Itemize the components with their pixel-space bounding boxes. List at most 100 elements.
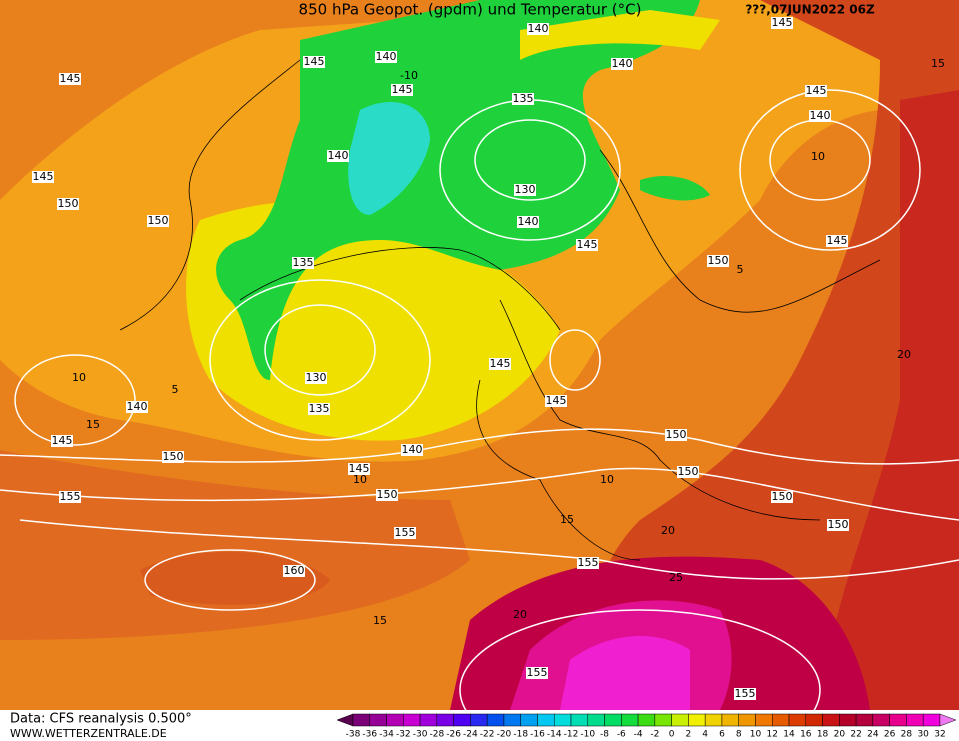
- colorbar-tick-label: 24: [867, 730, 879, 740]
- geopotential-label: 150: [666, 428, 687, 441]
- geopotential-label: 140: [612, 57, 633, 70]
- colorbar-swatch: [922, 713, 941, 727]
- colorbar-tick-label: -38: [346, 730, 361, 740]
- colorbar-tick-label: 16: [800, 730, 812, 740]
- colorbar-swatch: [788, 713, 807, 727]
- label-box: [59, 491, 81, 503]
- colorbar-swatch: [839, 713, 857, 727]
- colorbar-swatch: [486, 713, 505, 727]
- colorbar-tick-label: 14: [783, 730, 795, 740]
- data-source: Data: CFS reanalysis 0.500°: [10, 712, 192, 727]
- coastlines: [119, 59, 881, 561]
- colorbar-swatch: [755, 713, 773, 727]
- label-box: [576, 239, 598, 251]
- geopotential-label: 140: [402, 443, 423, 456]
- colorbar-swatch: [671, 713, 689, 727]
- colorbar-tick-label: 8: [736, 730, 742, 740]
- label-box: [771, 17, 793, 29]
- geopotential-label: 145: [304, 55, 325, 68]
- colorbar-swatch: [369, 713, 387, 727]
- temperature-label: 20: [661, 524, 675, 537]
- colorbar-tick-label: 22: [850, 730, 861, 740]
- colorbar-tick-label: 2: [686, 730, 692, 740]
- colorbar-tick-label: 20: [834, 730, 846, 740]
- geopotential-label: 145: [52, 434, 73, 447]
- label-box: [517, 216, 539, 228]
- map-date: ???,07JUN2022 06Z: [745, 3, 875, 17]
- geopotential-label: 135: [513, 92, 534, 105]
- colorbar-swatch: [621, 713, 639, 727]
- geopotential-label: 130: [306, 371, 327, 384]
- label-box: [677, 466, 699, 478]
- label-box: [401, 444, 423, 456]
- colorbar-tick-label: -16: [530, 730, 545, 740]
- label-box: [126, 401, 148, 413]
- label-box: [809, 110, 831, 122]
- colorbar-swatch: [587, 713, 605, 727]
- label-box: [305, 372, 327, 384]
- colorbar-tick-label: -34: [379, 730, 394, 740]
- colorbar-tick-label: 28: [901, 730, 913, 740]
- temperature-label: -10: [400, 69, 418, 82]
- geopotential-label: 150: [148, 214, 169, 227]
- geopotential-label: 150: [678, 465, 699, 478]
- label-box: [805, 85, 827, 97]
- contour-labels: 145 145 150 150 145 140 140 145 140 145 135 140 130 1…: [32, 16, 945, 700]
- colorbar-tick-label: 12: [767, 730, 778, 740]
- geopotential-label: 140: [528, 22, 549, 35]
- colorbar-tick-label: 26: [884, 730, 896, 740]
- geopotential-label: 130: [515, 183, 536, 196]
- colorbar-tick-label: -10: [580, 730, 595, 740]
- colorbar-swatch: [889, 713, 907, 727]
- label-box: [59, 73, 81, 85]
- geopotential-label: 150: [58, 197, 79, 210]
- colorbar-arrow: [939, 713, 957, 727]
- label-box: [611, 58, 633, 70]
- colorbar-tick-label: -36: [362, 730, 377, 740]
- colorbar-tick-label: -32: [396, 730, 411, 740]
- colorbar-swatch: [704, 713, 723, 727]
- colorbar-swatch: [403, 713, 421, 727]
- colorbar-swatch: [520, 713, 538, 727]
- colorbar-swatch: [654, 713, 672, 727]
- colorbar-swatch: [906, 713, 924, 727]
- label-box: [162, 451, 184, 463]
- geopotential-label: 140: [518, 215, 539, 228]
- label-box: [771, 491, 793, 503]
- geopotential-label: 145: [827, 234, 848, 247]
- label-box: [283, 565, 305, 577]
- colorbar-swatch: [604, 713, 622, 727]
- label-box: [707, 255, 729, 267]
- geopotential-label: 155: [60, 490, 81, 503]
- colorbar-swatch: [419, 713, 438, 727]
- label-box: [512, 93, 534, 105]
- colorbar-tick-label: 10: [750, 730, 762, 740]
- label-box: [526, 667, 548, 679]
- label-box: [577, 557, 599, 569]
- geopotential-label: 155: [395, 526, 416, 539]
- colorbar-swatch: [772, 713, 790, 727]
- geopotential-label: 145: [806, 84, 827, 97]
- label-box: [51, 435, 73, 447]
- colorbar-tick-label: -12: [564, 730, 579, 740]
- label-box: [734, 688, 756, 700]
- colorbar-tick-label: -2: [650, 730, 659, 740]
- label-box: [514, 184, 536, 196]
- colorbar-tick-label: -14: [547, 730, 562, 740]
- map-title: 850 hPa Geopot. (gpdm) und Temperatur (°…: [299, 1, 642, 19]
- colorbar-swatch: [386, 713, 404, 727]
- label-box: [147, 215, 169, 227]
- colorbar-swatch: [738, 713, 756, 727]
- geopotential-label: 140: [810, 109, 831, 122]
- geopotential-label: 155: [735, 687, 756, 700]
- colorbar-swatch: [570, 713, 589, 727]
- geopotential-label: 145: [60, 72, 81, 85]
- label-box: [545, 395, 567, 407]
- colorbar-tick-label: -6: [617, 730, 626, 740]
- colorbar-swatch: [637, 713, 656, 727]
- colorbar-tick-label: -24: [463, 730, 478, 740]
- label-box: [527, 23, 549, 35]
- geopotential-label: 140: [328, 149, 349, 162]
- colorbar-tick-label: 4: [702, 730, 708, 740]
- colorbar-swatch: [553, 713, 572, 727]
